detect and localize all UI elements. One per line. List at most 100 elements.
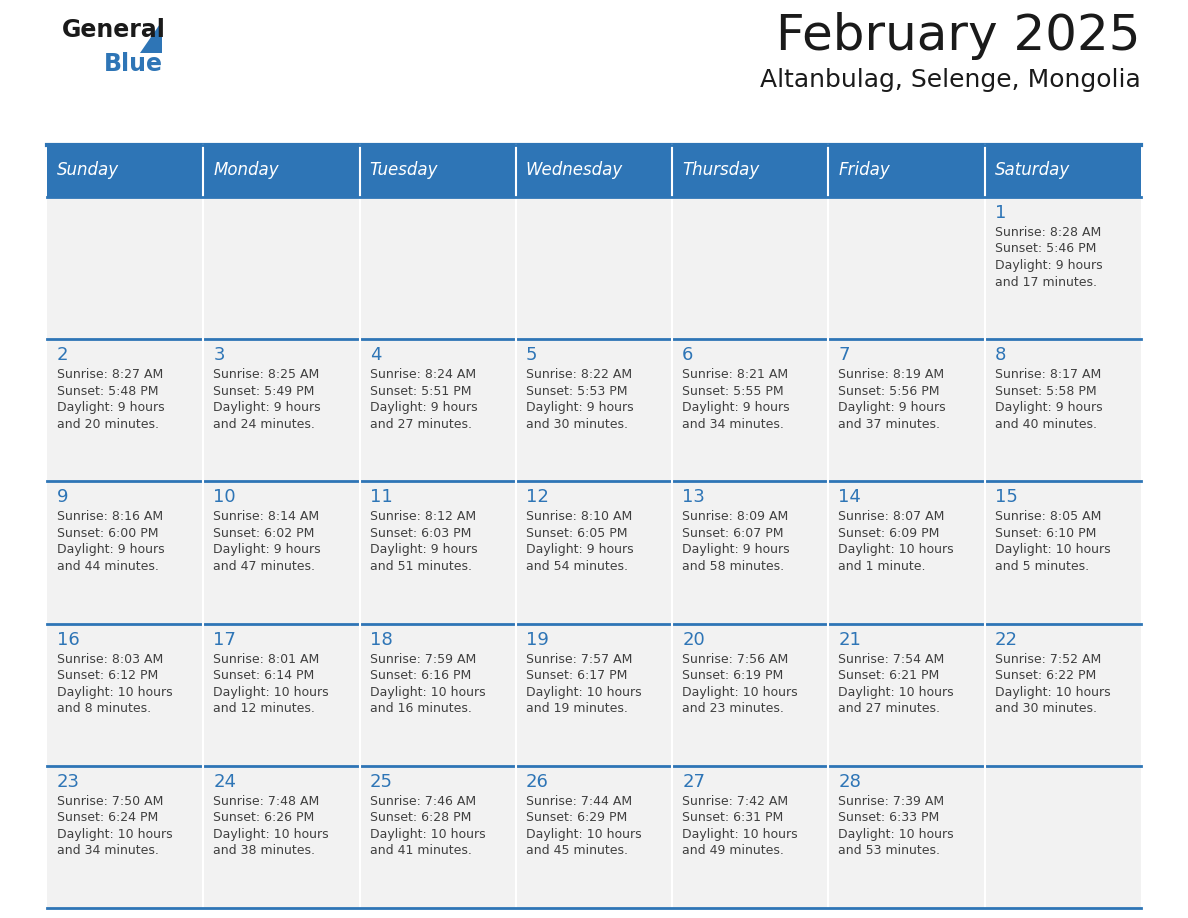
Text: and 8 minutes.: and 8 minutes. (57, 702, 151, 715)
Text: 26: 26 (526, 773, 549, 790)
Text: Sunset: 6:28 PM: Sunset: 6:28 PM (369, 812, 470, 824)
Bar (48, 339, 203, 481)
Bar (985, 766, 1140, 908)
Text: Sunrise: 8:12 AM: Sunrise: 8:12 AM (369, 510, 475, 523)
Text: Sunset: 6:10 PM: Sunset: 6:10 PM (994, 527, 1097, 540)
Text: 1: 1 (994, 204, 1006, 222)
Text: Sunrise: 7:54 AM: Sunrise: 7:54 AM (839, 653, 944, 666)
Text: 13: 13 (682, 488, 704, 507)
Bar (360, 197, 516, 339)
Text: Daylight: 9 hours: Daylight: 9 hours (214, 543, 321, 556)
Bar (672, 623, 828, 766)
Text: 22: 22 (994, 631, 1018, 649)
Text: 27: 27 (682, 773, 706, 790)
Bar (516, 623, 672, 766)
Text: and 54 minutes.: and 54 minutes. (526, 560, 627, 573)
Text: Daylight: 10 hours: Daylight: 10 hours (994, 543, 1111, 556)
Text: 28: 28 (839, 773, 861, 790)
Text: Daylight: 9 hours: Daylight: 9 hours (57, 401, 165, 414)
Bar (203, 623, 360, 766)
Text: Sunset: 5:58 PM: Sunset: 5:58 PM (994, 385, 1097, 397)
Text: and 27 minutes.: and 27 minutes. (839, 702, 941, 715)
Text: 3: 3 (214, 346, 225, 364)
Text: 17: 17 (214, 631, 236, 649)
Bar (203, 197, 360, 339)
Text: Sunset: 6:00 PM: Sunset: 6:00 PM (57, 527, 158, 540)
Text: and 40 minutes.: and 40 minutes. (994, 418, 1097, 431)
Text: and 34 minutes.: and 34 minutes. (57, 845, 159, 857)
Bar (360, 623, 516, 766)
Text: and 27 minutes.: and 27 minutes. (369, 418, 472, 431)
Text: and 34 minutes.: and 34 minutes. (682, 418, 784, 431)
Text: Sunrise: 7:39 AM: Sunrise: 7:39 AM (839, 795, 944, 808)
Bar (48, 481, 203, 623)
Text: Daylight: 10 hours: Daylight: 10 hours (994, 686, 1111, 699)
Bar (985, 339, 1140, 481)
Bar (48, 623, 203, 766)
Bar (672, 339, 828, 481)
Text: and 30 minutes.: and 30 minutes. (526, 418, 627, 431)
Text: 6: 6 (682, 346, 694, 364)
Text: Sunset: 6:24 PM: Sunset: 6:24 PM (57, 812, 158, 824)
Bar (203, 766, 360, 908)
Text: and 1 minute.: and 1 minute. (839, 560, 925, 573)
Bar (828, 766, 985, 908)
Text: Sunrise: 7:52 AM: Sunrise: 7:52 AM (994, 653, 1101, 666)
Bar (516, 339, 672, 481)
Text: Sunset: 5:55 PM: Sunset: 5:55 PM (682, 385, 784, 397)
Bar (828, 145, 985, 197)
Text: and 47 minutes.: and 47 minutes. (214, 560, 315, 573)
Bar (203, 481, 360, 623)
Bar (985, 481, 1140, 623)
Text: Daylight: 9 hours: Daylight: 9 hours (369, 543, 478, 556)
Bar (828, 339, 985, 481)
Text: and 38 minutes.: and 38 minutes. (214, 845, 315, 857)
Text: Sunrise: 8:05 AM: Sunrise: 8:05 AM (994, 510, 1101, 523)
Text: Daylight: 9 hours: Daylight: 9 hours (682, 401, 790, 414)
Bar (985, 623, 1140, 766)
Text: Daylight: 10 hours: Daylight: 10 hours (57, 828, 172, 841)
Text: and 49 minutes.: and 49 minutes. (682, 845, 784, 857)
Text: and 41 minutes.: and 41 minutes. (369, 845, 472, 857)
Bar (360, 145, 516, 197)
Text: Daylight: 9 hours: Daylight: 9 hours (994, 259, 1102, 272)
Text: Sunrise: 7:50 AM: Sunrise: 7:50 AM (57, 795, 164, 808)
Bar (516, 197, 672, 339)
Text: Sunset: 6:29 PM: Sunset: 6:29 PM (526, 812, 627, 824)
Bar (516, 145, 672, 197)
Bar (672, 766, 828, 908)
Text: Sunset: 6:05 PM: Sunset: 6:05 PM (526, 527, 627, 540)
Text: Sunrise: 8:19 AM: Sunrise: 8:19 AM (839, 368, 944, 381)
Text: Sunset: 6:31 PM: Sunset: 6:31 PM (682, 812, 783, 824)
Text: 25: 25 (369, 773, 392, 790)
Text: Daylight: 9 hours: Daylight: 9 hours (839, 401, 946, 414)
Text: Sunrise: 8:25 AM: Sunrise: 8:25 AM (214, 368, 320, 381)
Text: Sunset: 6:17 PM: Sunset: 6:17 PM (526, 669, 627, 682)
Text: Tuesday: Tuesday (369, 161, 438, 179)
Bar (203, 339, 360, 481)
Text: Sunset: 6:33 PM: Sunset: 6:33 PM (839, 812, 940, 824)
Text: and 37 minutes.: and 37 minutes. (839, 418, 941, 431)
Text: Sunset: 6:12 PM: Sunset: 6:12 PM (57, 669, 158, 682)
Text: 20: 20 (682, 631, 704, 649)
Text: Sunday: Sunday (57, 161, 119, 179)
Bar (48, 197, 203, 339)
Text: Sunset: 6:21 PM: Sunset: 6:21 PM (839, 669, 940, 682)
Text: Sunset: 5:56 PM: Sunset: 5:56 PM (839, 385, 940, 397)
Bar (203, 145, 360, 197)
Bar (985, 145, 1140, 197)
Text: Sunrise: 7:57 AM: Sunrise: 7:57 AM (526, 653, 632, 666)
Text: Daylight: 10 hours: Daylight: 10 hours (214, 686, 329, 699)
Text: Daylight: 10 hours: Daylight: 10 hours (369, 686, 485, 699)
Text: 15: 15 (994, 488, 1018, 507)
Text: Sunset: 5:53 PM: Sunset: 5:53 PM (526, 385, 627, 397)
Text: Sunset: 6:02 PM: Sunset: 6:02 PM (214, 527, 315, 540)
Text: 12: 12 (526, 488, 549, 507)
Bar (360, 339, 516, 481)
Text: 10: 10 (214, 488, 236, 507)
Text: and 23 minutes.: and 23 minutes. (682, 702, 784, 715)
Text: Friday: Friday (839, 161, 890, 179)
Text: Sunset: 5:46 PM: Sunset: 5:46 PM (994, 242, 1097, 255)
Text: Sunset: 5:49 PM: Sunset: 5:49 PM (214, 385, 315, 397)
Text: Sunrise: 7:42 AM: Sunrise: 7:42 AM (682, 795, 789, 808)
